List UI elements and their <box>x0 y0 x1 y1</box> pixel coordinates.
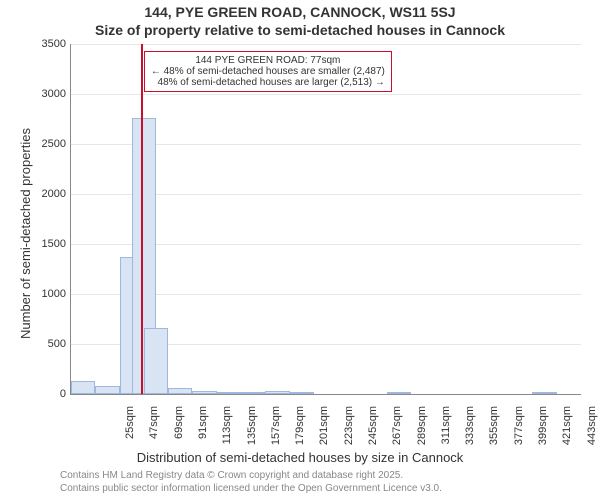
y-tick-label: 500 <box>0 338 66 350</box>
plot-area: 144 PYE GREEN ROAD: 77sqm ← 48% of semi-… <box>70 44 581 395</box>
x-tick-label: 113sqm <box>221 406 233 456</box>
x-tick-label: 245sqm <box>367 406 379 456</box>
bar <box>144 328 168 395</box>
gridline <box>71 44 581 45</box>
x-tick-label: 443sqm <box>586 406 598 456</box>
chart-title-line1: 144, PYE GREEN ROAD, CANNOCK, WS11 5SJ <box>0 4 600 20</box>
y-tick-label: 0 <box>0 388 66 400</box>
x-tick-label: 267sqm <box>391 406 403 456</box>
bar <box>241 392 265 394</box>
x-tick-label: 399sqm <box>537 406 549 456</box>
bar <box>532 392 556 394</box>
y-tick-label: 1000 <box>0 288 66 300</box>
x-tick-label: 69sqm <box>173 406 185 456</box>
bar <box>265 391 289 394</box>
chart-title-line2: Size of property relative to semi-detach… <box>0 22 600 38</box>
bar <box>290 392 314 394</box>
y-tick-label: 1500 <box>0 238 66 250</box>
property-marker-line <box>141 44 143 394</box>
chart-container: 144, PYE GREEN ROAD, CANNOCK, WS11 5SJ S… <box>0 0 600 500</box>
x-axis-title: Distribution of semi-detached houses by … <box>0 450 600 465</box>
y-tick-label: 2000 <box>0 188 66 200</box>
x-tick-label: 135sqm <box>246 406 258 456</box>
x-tick-label: 421sqm <box>561 406 573 456</box>
footer-line1: Contains HM Land Registry data © Crown c… <box>60 470 403 481</box>
gridline <box>71 94 581 95</box>
bar <box>95 386 119 394</box>
bar <box>168 388 192 394</box>
annotation-line2: ← 48% of semi-detached houses are smalle… <box>151 66 385 77</box>
footer-line2: Contains public sector information licen… <box>60 483 442 494</box>
annotation-line3: 48% of semi-detached houses are larger (… <box>151 77 385 88</box>
x-tick-label: 179sqm <box>294 406 306 456</box>
y-tick-label: 2500 <box>0 138 66 150</box>
x-tick-label: 47sqm <box>148 406 160 456</box>
x-tick-label: 289sqm <box>416 406 428 456</box>
x-tick-label: 311sqm <box>440 406 452 456</box>
x-tick-label: 201sqm <box>318 406 330 456</box>
x-tick-label: 355sqm <box>488 406 500 456</box>
y-axis-title: Number of semi-detached properties <box>18 128 33 339</box>
y-tick-label: 3000 <box>0 88 66 100</box>
x-tick-label: 333sqm <box>464 406 476 456</box>
annotation-box: 144 PYE GREEN ROAD: 77sqm ← 48% of semi-… <box>144 51 392 92</box>
x-tick-label: 223sqm <box>343 406 355 456</box>
x-tick-label: 157sqm <box>270 406 282 456</box>
bar <box>192 391 216 394</box>
bar <box>71 381 95 394</box>
x-tick-label: 377sqm <box>513 406 525 456</box>
y-tick-label: 3500 <box>0 38 66 50</box>
annotation-line1: 144 PYE GREEN ROAD: 77sqm <box>151 55 385 66</box>
x-tick-label: 25sqm <box>124 406 136 456</box>
x-tick-label: 91sqm <box>197 406 209 456</box>
bar <box>217 392 241 394</box>
bar <box>387 392 411 394</box>
